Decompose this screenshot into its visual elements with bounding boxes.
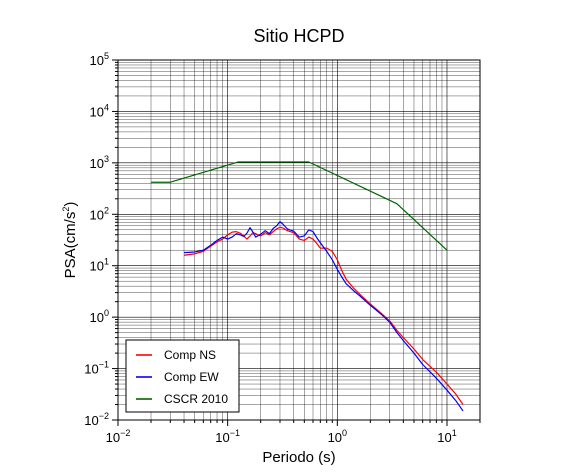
y-tick-label: 10−2	[84, 411, 109, 428]
x-tick-label: 101	[437, 428, 456, 445]
series-line-1	[183, 221, 464, 412]
y-tick-label: 102	[90, 205, 109, 222]
y-tick-label: 100	[90, 308, 109, 325]
plot-frame	[117, 59, 481, 421]
x-axis-label: Periodo (s)	[262, 449, 335, 466]
legend: Comp NS Comp EW CSCR 2010	[125, 339, 240, 413]
x-tick-label: 10−2	[106, 428, 131, 445]
series-group	[151, 161, 464, 412]
y-tick-label: 101	[90, 257, 109, 274]
legend-label: CSCR 2010	[164, 392, 228, 406]
chart-title: Sitio HCPD	[253, 26, 344, 46]
y-tick-label: 103	[90, 154, 109, 171]
series-line-0	[183, 226, 464, 405]
y-tick-labels: 10−2 10−1 100 101 102 103 104 105	[84, 51, 109, 428]
series-line-2	[151, 161, 448, 251]
legend-label: Comp EW	[164, 370, 219, 384]
legend-items: Comp NS Comp EW CSCR 2010	[136, 348, 228, 406]
ticks	[112, 59, 481, 426]
y-axis-label: PSA(cm/s2)	[61, 202, 79, 279]
x-tick-labels: 10−2 10−1 100 101	[106, 428, 457, 445]
x-tick-label: 100	[328, 428, 347, 445]
y-tick-label: 10−1	[84, 360, 109, 377]
legend-box	[125, 339, 240, 413]
x-tick-label: 10−1	[215, 428, 240, 445]
y-tick-label: 105	[90, 51, 109, 68]
y-tick-label: 104	[90, 102, 109, 119]
legend-label: Comp NS	[164, 348, 216, 362]
